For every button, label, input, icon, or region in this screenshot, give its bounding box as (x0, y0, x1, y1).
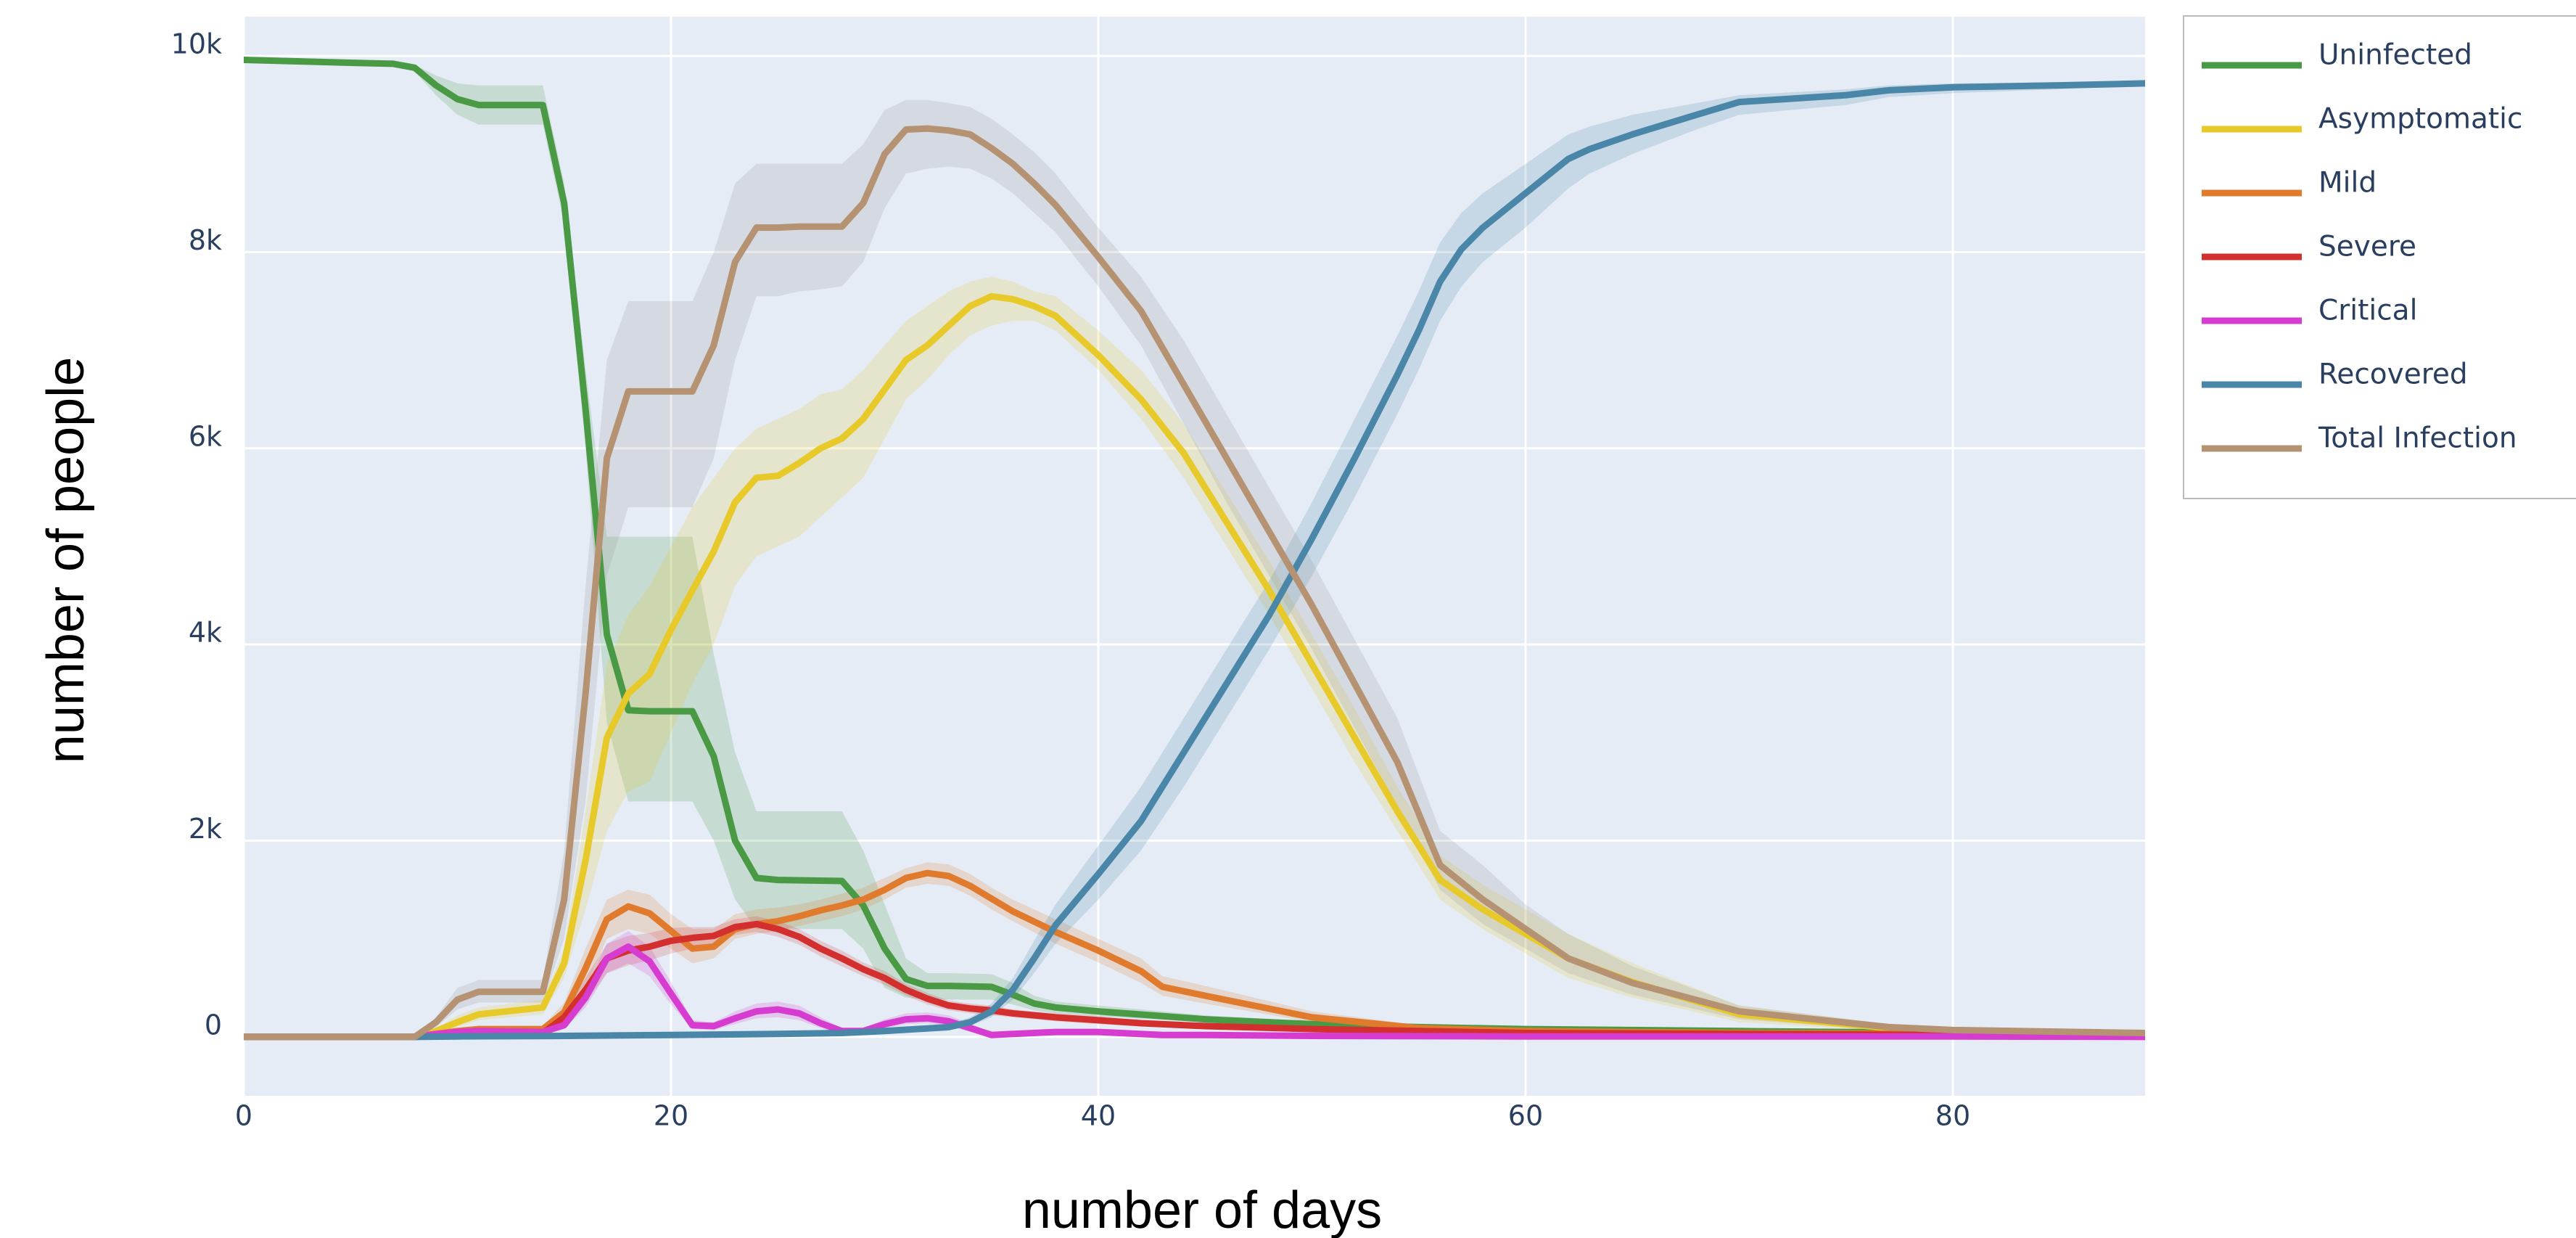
x-tick-label: 60 (1508, 1100, 1543, 1132)
legend-item-recovered: Recovered (2202, 358, 2468, 391)
legend-item-asymptomatic: Asymptomatic (2202, 103, 2522, 136)
legend-item-critical: Critical (2202, 295, 2417, 327)
legend-label: Mild (2318, 167, 2377, 200)
legend: Uninfected Asymptomatic Mild Severe Critical… (2183, 15, 2576, 499)
legend-label: Total Infection (2318, 422, 2517, 455)
series-line-recovered (244, 80, 2145, 1041)
series-line-uninfected (244, 57, 2145, 1038)
series-line-total-infection (244, 125, 2145, 1041)
x-tick-label: 80 (1935, 1100, 1970, 1132)
x-axis-ticks: 0 20 40 60 80 (235, 1100, 1970, 1132)
y-axis-ticks: 0 2k 4k 6k 8k 10k (171, 28, 222, 1041)
y-tick-label: 8k (189, 224, 222, 256)
x-axis-title: number of days (1022, 1181, 1382, 1238)
y-tick-label: 10k (171, 28, 222, 60)
x-tick-label: 40 (1081, 1100, 1116, 1132)
legend-item-severe: Severe (2202, 231, 2416, 263)
legend-label: Severe (2318, 231, 2416, 263)
series-lines (244, 57, 2145, 1041)
y-tick-label: 0 (205, 1009, 222, 1041)
series-line-critical (244, 943, 2145, 1041)
series-line-severe (244, 920, 2145, 1041)
y-tick-label: 6k (189, 420, 222, 452)
plot-area (242, 17, 2145, 1096)
legend-item-total-infection: Total Infection (2202, 422, 2517, 455)
legend-item-uninfected: Uninfected (2202, 39, 2472, 72)
series-line-asymptomatic (244, 292, 2145, 1041)
legend-label: Critical (2318, 295, 2417, 327)
y-tick-label: 4k (189, 617, 222, 649)
legend-label: Uninfected (2318, 39, 2472, 72)
series-line-mild (244, 869, 2145, 1041)
band-uninfected (244, 59, 2145, 1036)
x-tick-label: 0 (235, 1100, 252, 1132)
x-tick-label: 20 (654, 1100, 688, 1132)
plot-background (244, 17, 2145, 1096)
band-asymptomatic (244, 276, 2145, 1037)
legend-item-mild: Mild (2202, 167, 2377, 200)
y-tick-label: 2k (189, 813, 222, 845)
legend-label: Recovered (2318, 358, 2468, 391)
legend-label: Asymptomatic (2318, 103, 2522, 136)
y-axis-title: number of people (37, 357, 95, 763)
